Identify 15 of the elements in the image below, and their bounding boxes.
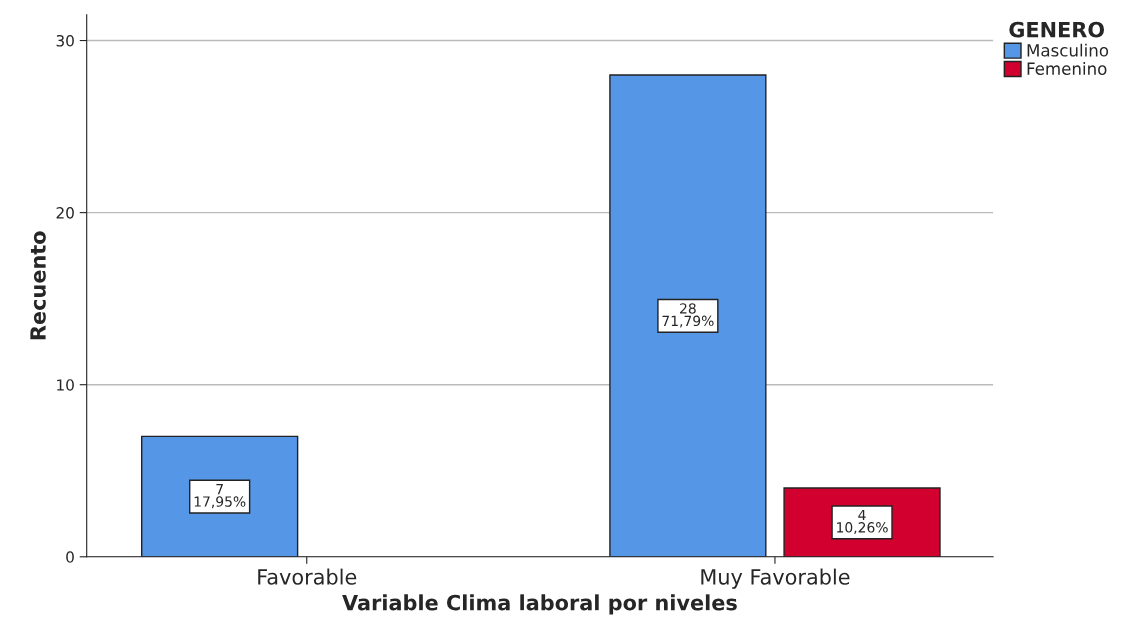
x-tick-label: Muy Favorable bbox=[701, 568, 850, 589]
bar bbox=[609, 74, 767, 557]
y-tick-label: 20 bbox=[56, 207, 74, 219]
legend-label: Masculino bbox=[1027, 43, 1109, 57]
x-axis-title: Variable Clima laboral por niveles bbox=[342, 594, 737, 615]
legend-label: Femenino bbox=[1027, 62, 1107, 75]
y-axis-title: Recuento bbox=[30, 231, 46, 340]
y-tick-label: 30 bbox=[56, 35, 74, 47]
y-tick-label: 10 bbox=[57, 379, 74, 391]
x-tick-label: Favorable bbox=[258, 568, 357, 585]
y-tick-label: 0 bbox=[66, 551, 74, 563]
legend-title: GENERO bbox=[1009, 21, 1104, 38]
data-label: 4 10,26% bbox=[837, 509, 888, 535]
data-label: 7 17,95% bbox=[194, 484, 246, 509]
data-label: 28 71,79% bbox=[662, 303, 714, 328]
